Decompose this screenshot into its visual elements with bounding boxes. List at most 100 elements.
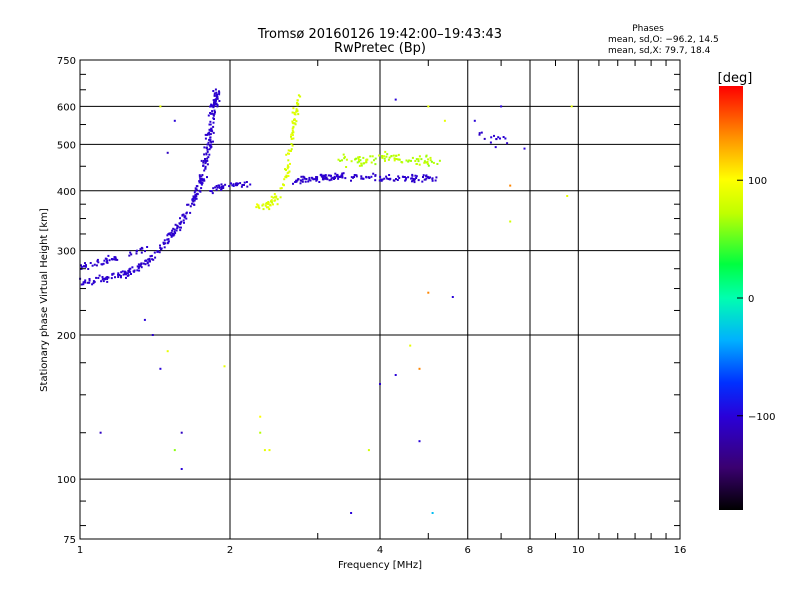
data-point: [200, 159, 203, 162]
data-point: [204, 167, 207, 170]
data-point: [473, 119, 476, 122]
data-point: [383, 155, 386, 158]
data-point: [379, 175, 382, 178]
data-point: [270, 195, 273, 198]
data-point: [89, 262, 92, 264]
data-point: [153, 251, 156, 254]
data-point: [106, 261, 109, 264]
data-point: [147, 258, 150, 261]
data-point: [166, 242, 169, 245]
data-point: [417, 158, 420, 161]
data-point: [212, 99, 215, 102]
data-point: [418, 367, 421, 370]
data-point: [316, 177, 318, 180]
data-point: [362, 156, 365, 159]
phases-stat-x: mean, sd,X: 79.7, 18.4: [608, 46, 711, 56]
data-point: [202, 161, 205, 164]
data-point: [234, 184, 237, 186]
data-point: [380, 178, 382, 181]
data-point: [216, 186, 219, 189]
data-point: [436, 163, 439, 165]
data-point: [387, 158, 390, 161]
data-point: [291, 120, 294, 123]
data-point: [232, 185, 235, 187]
data-point: [358, 160, 361, 163]
data-point: [421, 180, 424, 183]
data-point: [175, 229, 178, 232]
data-point: [289, 149, 292, 152]
data-point: [360, 175, 363, 178]
data-point: [208, 153, 211, 156]
data-point: [291, 129, 294, 132]
data-point: [203, 146, 206, 149]
data-point: [206, 148, 209, 151]
data-point: [293, 113, 296, 115]
data-point: [215, 98, 217, 101]
data-point: [334, 172, 337, 175]
data-point: [290, 148, 293, 151]
data-point: [358, 156, 361, 158]
data-point: [209, 105, 212, 108]
data-point: [189, 211, 192, 214]
data-point: [205, 152, 208, 155]
data-point: [160, 247, 163, 250]
data-point: [290, 143, 293, 145]
data-point: [431, 512, 434, 514]
data-point: [179, 221, 182, 224]
data-point: [95, 264, 98, 267]
data-point: [359, 159, 362, 162]
data-point: [332, 176, 335, 179]
data-point: [204, 159, 207, 162]
data-point: [397, 153, 400, 156]
data-point: [378, 154, 381, 157]
data-point: [235, 182, 237, 185]
data-point: [443, 119, 446, 122]
data-point: [345, 158, 348, 161]
data-point: [182, 219, 185, 222]
data-point: [96, 258, 99, 261]
data-point: [217, 184, 220, 187]
data-point: [195, 195, 198, 198]
data-point: [305, 178, 308, 180]
data-point: [425, 161, 428, 164]
data-point: [170, 231, 173, 234]
data-point: [425, 177, 428, 180]
data-point: [166, 151, 169, 154]
data-point: [431, 177, 434, 180]
data-point: [388, 174, 391, 176]
data-point: [206, 157, 209, 160]
data-point: [211, 112, 214, 115]
data-point: [325, 177, 328, 180]
data-point: [523, 147, 526, 150]
data-point: [354, 158, 356, 161]
data-point: [370, 175, 373, 178]
data-point: [189, 205, 192, 208]
data-point: [87, 268, 90, 270]
data-point: [350, 179, 352, 182]
data-point: [299, 95, 302, 98]
data-point: [203, 169, 206, 172]
data-point: [292, 137, 295, 140]
data-point: [362, 177, 365, 180]
data-point: [126, 272, 129, 275]
data-point: [287, 165, 290, 168]
data-point: [293, 119, 296, 122]
data-point: [494, 146, 497, 149]
data-point: [172, 227, 175, 230]
chart-subtitle: RwPretec (Bp): [334, 41, 426, 56]
data-point: [215, 185, 218, 187]
data-point: [212, 125, 215, 128]
data-point: [198, 181, 201, 184]
data-point: [176, 227, 179, 230]
data-point: [187, 203, 190, 206]
data-point: [337, 177, 340, 180]
data-point: [139, 248, 142, 251]
data-point: [207, 156, 210, 159]
data-point: [320, 175, 323, 178]
data-point: [408, 159, 411, 162]
y-tick-label: 600: [57, 102, 76, 113]
data-point: [196, 185, 199, 188]
data-point: [284, 175, 287, 178]
data-point: [294, 181, 297, 183]
data-point: [213, 118, 215, 120]
